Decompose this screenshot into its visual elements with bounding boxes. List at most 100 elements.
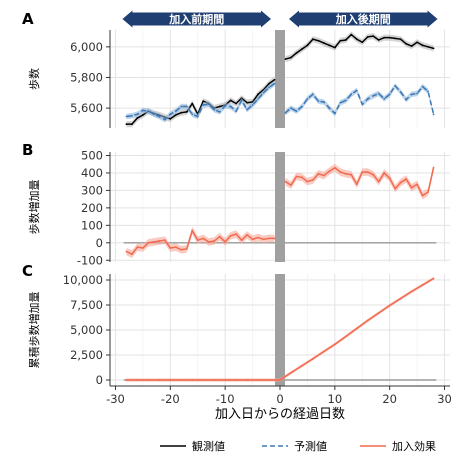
point-observed <box>202 100 205 103</box>
point-effect <box>180 379 183 381</box>
series-effect <box>125 163 435 258</box>
point-effect <box>333 343 336 346</box>
point-effect <box>158 379 161 381</box>
point-observed <box>427 45 429 48</box>
point-predicted <box>251 104 254 106</box>
point-effect <box>355 327 358 330</box>
point-effect <box>136 246 139 249</box>
series-effect <box>125 276 435 382</box>
point-effect <box>350 173 353 176</box>
point-observed <box>191 102 194 105</box>
point-predicted <box>246 108 248 111</box>
point-predicted <box>388 93 391 96</box>
x-tick-label: -30 <box>106 392 125 406</box>
period-arrow-after <box>289 10 438 28</box>
point-effect <box>174 246 177 249</box>
point-predicted <box>399 91 402 93</box>
line-predicted <box>284 85 435 115</box>
point-effect <box>191 229 194 232</box>
x-tick-label: -20 <box>161 392 180 406</box>
point-observed <box>273 78 276 81</box>
point-effect <box>257 379 259 381</box>
panel-c: 0 2,500 5,000 7,500 10,000 累積歩数増加量 C -30 -20 -10 0… <box>22 262 452 406</box>
x-tick-label: 20 <box>382 392 397 406</box>
point-effect <box>268 379 270 381</box>
point-predicted <box>169 113 172 116</box>
point-effect <box>366 171 369 173</box>
point-effect <box>136 379 139 381</box>
point-predicted <box>333 112 336 115</box>
point-observed <box>383 36 386 39</box>
point-predicted <box>290 107 292 109</box>
point-predicted <box>322 101 325 103</box>
legend-label-effect: 加入効果 <box>392 439 436 453</box>
period-label-before: 加入前期間 <box>168 12 224 26</box>
point-predicted <box>152 113 155 116</box>
point-effect <box>284 180 287 183</box>
point-effect <box>290 371 292 374</box>
confidence-band <box>126 76 275 128</box>
point-effect <box>224 379 227 381</box>
point-effect <box>196 239 199 242</box>
point-predicted <box>163 118 166 121</box>
point-predicted <box>125 115 128 118</box>
point-effect <box>125 379 128 381</box>
y-tick-label: 5,800 <box>70 70 103 84</box>
point-observed <box>306 44 309 47</box>
point-observed <box>399 38 402 41</box>
confidence-band <box>285 83 434 117</box>
line-effect <box>285 166 435 197</box>
y-tick-label: 6,000 <box>70 40 103 54</box>
point-predicted <box>273 82 276 85</box>
point-observed <box>405 42 408 45</box>
point-predicted <box>185 105 188 108</box>
point-observed <box>377 39 380 41</box>
y-tick-label: 10,000 <box>63 273 103 287</box>
y-tick-label: 400 <box>81 166 103 180</box>
point-predicted <box>262 91 265 94</box>
point-effect <box>240 239 243 242</box>
point-effect <box>246 379 248 381</box>
point-predicted <box>372 94 375 97</box>
point-effect <box>416 183 418 186</box>
point-effect <box>405 178 408 180</box>
point-effect <box>372 173 375 176</box>
point-observed <box>416 41 418 44</box>
point-effect <box>322 350 325 353</box>
point-predicted <box>421 85 424 88</box>
point-predicted <box>344 99 347 102</box>
point-effect <box>207 241 210 243</box>
point-predicted <box>295 110 298 113</box>
point-predicted <box>377 92 380 95</box>
intervention-divider <box>275 274 285 386</box>
point-observed <box>339 39 342 42</box>
y-tick-label: 7,500 <box>70 298 103 312</box>
point-observed <box>268 82 270 85</box>
point-effect <box>191 379 194 381</box>
point-observed <box>301 48 303 51</box>
y-tick-label: 2,500 <box>70 348 103 362</box>
y-tick-label: 300 <box>81 183 103 197</box>
point-effect <box>421 284 424 286</box>
point-effect <box>377 180 380 183</box>
point-effect <box>213 379 216 381</box>
point-observed <box>125 123 128 126</box>
point-effect <box>235 233 238 235</box>
point-effect <box>180 248 183 251</box>
confidence-band <box>285 163 434 200</box>
point-observed <box>185 111 188 113</box>
x-tick-label: 10 <box>328 392 343 406</box>
intervention-divider <box>275 152 285 262</box>
period-arrow-before <box>122 10 271 28</box>
point-observed <box>180 111 183 114</box>
point-predicted <box>355 89 358 92</box>
point-predicted <box>147 110 150 113</box>
point-predicted <box>312 93 314 96</box>
point-predicted <box>202 104 205 106</box>
point-predicted <box>131 114 133 117</box>
point-effect <box>317 172 320 175</box>
point-predicted <box>158 115 161 118</box>
point-predicted <box>136 113 139 116</box>
point-effect <box>427 191 429 194</box>
